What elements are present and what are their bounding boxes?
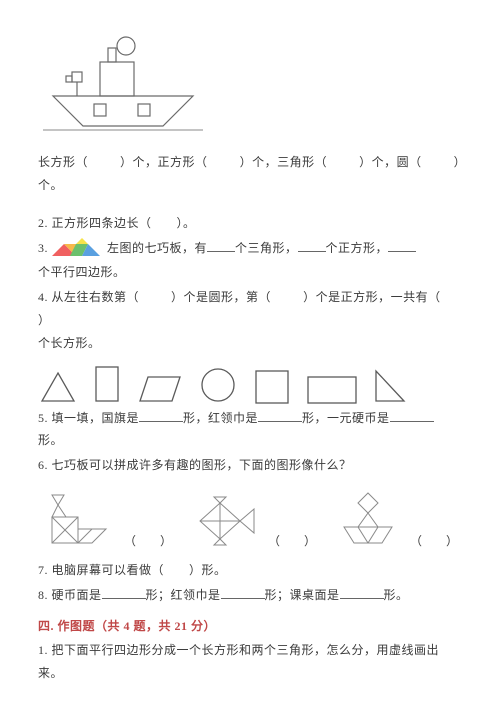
q8-text: 8. 硬币面是 形；红领巾是 形；课桌面是 形。 — [38, 584, 462, 607]
fill-blank[interactable] — [102, 588, 146, 599]
tangram-fish-icon — [190, 491, 262, 553]
tangram-fig-1: （ ） — [38, 487, 172, 553]
q4-text: 4. 从左往右数第（ ）个是圆形，第（ ）个是正方形，一共有（ ） 个长方形。 — [38, 286, 462, 354]
parallelogram-icon — [136, 373, 184, 405]
q5-b: 形，一元硬币是 — [302, 411, 390, 425]
q5-text: 5. 填一填，国旗是 形，红领巾是 形，一元硬币是 形。 — [38, 407, 462, 453]
boat-svg — [38, 18, 208, 133]
q1-text: 长方形（ ）个，正方形（ ）个，三角形（ ）个，圆（ ）个。 — [38, 151, 462, 197]
rectangle-horiz-icon — [306, 375, 358, 405]
fill-blank[interactable] — [298, 241, 326, 252]
circle-icon — [198, 365, 238, 405]
tangram-icon — [52, 238, 100, 266]
q2-text: 2. 正方形四条边长（ ）。 — [38, 212, 462, 235]
fill-blank[interactable] — [258, 411, 302, 422]
fill-blank[interactable] — [340, 588, 384, 599]
tangram-swan-icon — [38, 487, 118, 553]
fill-blank[interactable] — [139, 411, 183, 422]
q5-pre: 5. 填一填，国旗是 — [38, 411, 139, 425]
q3-mid: 左图的七巧板，有 — [107, 241, 207, 255]
paren-blank[interactable]: （ ） — [410, 530, 458, 553]
q8-c: 形。 — [384, 588, 409, 602]
q4-p4: 个长方形。 — [38, 336, 101, 350]
tangram-fig-3: （ ） — [334, 487, 458, 553]
triangle-icon — [38, 369, 78, 405]
q1-p1: ）个，正方形（ — [120, 155, 208, 169]
q3-c: 个平行四边形。 — [38, 265, 126, 279]
q3-text: 3. 左图的七巧板，有 个三角形， 个正方形， 个平行四边形。 — [38, 237, 462, 284]
fill-blank[interactable] — [390, 411, 434, 422]
paren-blank[interactable]: （ ） — [268, 530, 316, 553]
q8-b: 形；课桌面是 — [265, 588, 340, 602]
tangram-boat-icon — [334, 487, 404, 553]
q7-text: 7. 电脑屏幕可以看做（ ）形。 — [38, 559, 462, 582]
q4-p2: ）个是正方形，一共有（ — [303, 290, 441, 304]
shapes-row — [38, 363, 462, 405]
boat-figure — [38, 18, 462, 141]
q3-a: 个三角形， — [235, 241, 298, 255]
q5-c: 形。 — [38, 433, 63, 447]
q4-p1: ）个是圆形，第（ — [171, 290, 271, 304]
q5-a: 形，红领巾是 — [183, 411, 258, 425]
right-triangle-icon — [372, 367, 408, 405]
q8-a: 形；红领巾是 — [146, 588, 221, 602]
fill-blank[interactable] — [388, 241, 416, 252]
section-4-heading: 四. 作图题（共 4 题，共 21 分） — [38, 615, 462, 638]
q4-p3: ） — [38, 313, 51, 327]
q1-p0: 长方形（ — [38, 155, 88, 169]
paren-blank[interactable]: （ ） — [124, 530, 172, 553]
q4-p0: 4. 从左往右数第（ — [38, 290, 139, 304]
q1-p3: ）个，圆（ — [359, 155, 422, 169]
q3-pre: 3. — [38, 241, 52, 255]
q1-p2: ）个，三角形（ — [240, 155, 328, 169]
section-4-q1: 1. 把下面平行四边形分成一个长方形和两个三角形，怎么分，用虚线画出来。 — [38, 639, 462, 685]
q3-b: 个正方形， — [326, 241, 389, 255]
q8-pre: 8. 硬币面是 — [38, 588, 102, 602]
q6-text: 6. 七巧板可以拼成许多有趣的图形，下面的图形像什么？ — [38, 454, 462, 477]
square-icon — [252, 369, 292, 405]
tangram-fig-2: （ ） — [190, 491, 316, 553]
rectangle-vert-icon — [92, 363, 122, 405]
fill-blank[interactable] — [207, 241, 235, 252]
tangram-figures-row: （ ） （ ） （ ） — [38, 487, 462, 553]
fill-blank[interactable] — [221, 588, 265, 599]
